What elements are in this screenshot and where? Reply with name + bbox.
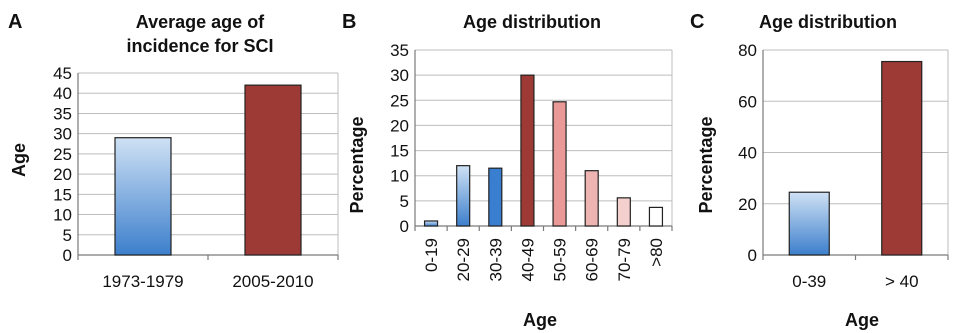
panel-a: A Average age of incidence for SCI Age 0… [8, 11, 339, 291]
bar-2005-2010 [244, 84, 302, 256]
bar-1973-1979 [114, 137, 172, 256]
x-tick-label: >80 [647, 238, 666, 267]
bar-50-59 [552, 101, 567, 227]
chart-title: Age distribution [759, 12, 897, 32]
bar-30-39 [488, 167, 503, 227]
chart-title-line-2: incidence for SCI [126, 36, 273, 56]
x-tick-label: 30-39 [486, 238, 505, 281]
y-tick-label: 10 [390, 167, 409, 186]
y-tick-label: 45 [53, 64, 72, 83]
y-tick-label: 30 [390, 66, 409, 85]
x-axis-title: Age [845, 310, 879, 330]
y-tick-label: 0 [400, 217, 409, 236]
y-tick-label: 40 [738, 144, 757, 163]
y-tick-label: 5 [400, 192, 409, 211]
x-axis-title: Age [523, 310, 557, 330]
y-tick-label: 20 [738, 195, 757, 214]
bar--80 [648, 206, 664, 227]
y-tick-label: 15 [390, 142, 409, 161]
bar-40-49 [520, 74, 535, 227]
bar-60-69 [584, 170, 599, 227]
x-tick-label: 1973-1979 [102, 272, 183, 291]
y-tick-label: 10 [53, 206, 72, 225]
bar-0-19 [423, 220, 439, 227]
panel-c: C Age distribution Percentage Age 0 20 40 6… [690, 11, 949, 330]
x-tick-label: 40-49 [518, 238, 537, 281]
y-tick-label: 25 [53, 145, 72, 164]
panel-letter: B [342, 11, 356, 33]
x-tick-label: 0-19 [422, 238, 441, 272]
y-tick-label: 35 [390, 41, 409, 60]
y-tick-label: 0 [748, 246, 757, 265]
y-tick-label: 15 [53, 185, 72, 204]
x-tick-label: 20-29 [454, 238, 473, 281]
y-tick-label: 30 [53, 125, 72, 144]
x-tick-label: 60-69 [583, 238, 602, 281]
y-tick-label: 80 [738, 41, 757, 60]
y-tick-label: 40 [53, 84, 72, 103]
x-tick-label: > 40 [885, 272, 919, 291]
bar-70-79 [616, 197, 631, 227]
x-tick-label: 70-79 [615, 238, 634, 281]
y-axis-title: Percentage [347, 116, 367, 213]
y-axis-title: Age [9, 143, 29, 177]
y-tick-label: 20 [390, 116, 409, 135]
y-tick-label: 20 [53, 165, 72, 184]
y-tick-label: 60 [738, 92, 757, 111]
bar-0-39 [788, 191, 830, 256]
y-axis-title: Percentage [696, 116, 716, 213]
bar-20-29 [456, 165, 471, 227]
panel-b: B Age distribution Percentage Age 0 5 10 15… [342, 11, 673, 330]
y-tick-label: 35 [53, 104, 72, 123]
y-tick-label: 25 [390, 91, 409, 110]
chart-title: Age distribution [463, 12, 601, 32]
x-tick-label: 2005-2010 [232, 272, 313, 291]
x-tick-label: 0-39 [792, 272, 826, 291]
chart-title-line-1: Average age of [136, 12, 265, 32]
y-tick-label: 0 [63, 246, 72, 265]
panel-letter: A [8, 11, 22, 33]
y-tick-label: 5 [63, 226, 72, 245]
x-tick-label: 50-59 [551, 238, 570, 281]
bar--40 [881, 60, 923, 256]
panel-letter: C [690, 11, 704, 33]
